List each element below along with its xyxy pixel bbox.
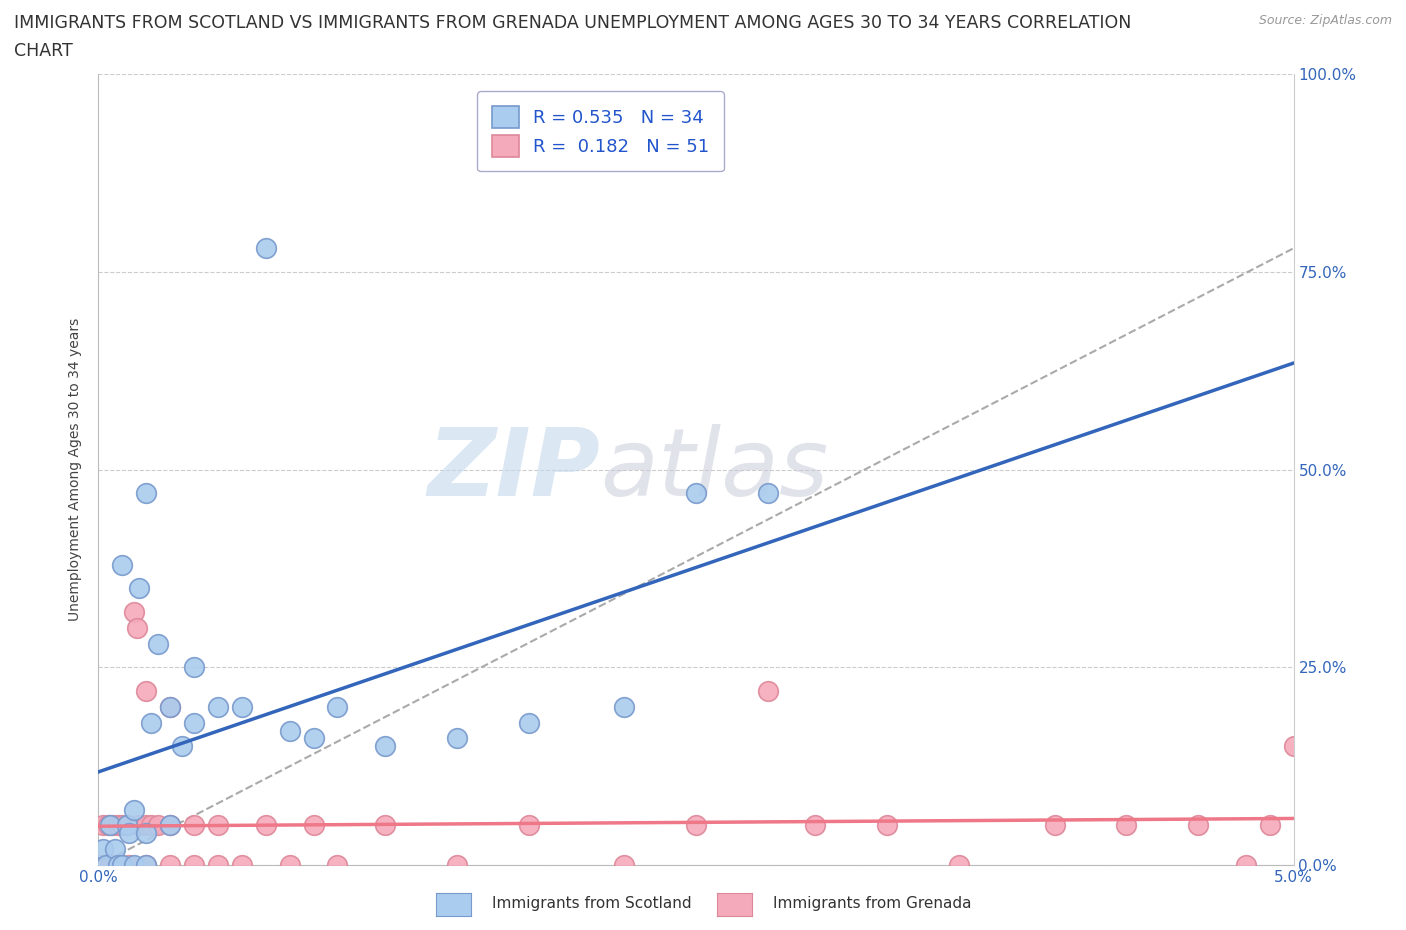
Point: [1187, 818, 1209, 833]
Text: ZIP: ZIP: [427, 424, 600, 515]
Point: [128, 818, 150, 833]
Point: [278, 724, 301, 738]
Point: [613, 699, 636, 714]
Point: [108, 857, 131, 872]
Point: [111, 818, 134, 833]
Point: [159, 857, 181, 872]
Point: [91, 842, 114, 857]
Point: [231, 857, 253, 872]
Point: [302, 818, 325, 833]
Point: [94, 857, 117, 872]
Point: [172, 738, 194, 753]
Point: [104, 857, 127, 872]
Point: [124, 604, 146, 619]
Point: [876, 818, 898, 833]
Point: [104, 842, 127, 857]
Point: [685, 485, 707, 500]
Point: [517, 818, 540, 833]
Legend: R = 0.535   N = 34, R =  0.182   N = 51: R = 0.535 N = 34, R = 0.182 N = 51: [477, 91, 724, 171]
Point: [374, 738, 396, 753]
Point: [128, 580, 150, 596]
Point: [1234, 857, 1257, 872]
Point: [107, 857, 129, 872]
Point: [948, 857, 970, 872]
Point: [98, 818, 122, 833]
Point: [159, 818, 181, 833]
Point: [139, 818, 162, 833]
Point: [159, 699, 181, 714]
Point: [446, 731, 468, 746]
Point: [90, 857, 112, 872]
Point: [124, 802, 146, 817]
Point: [111, 857, 134, 872]
Point: [183, 857, 205, 872]
Point: [94, 857, 117, 872]
Point: [183, 818, 205, 833]
Point: [135, 826, 157, 841]
Point: [804, 818, 827, 833]
Point: [118, 857, 141, 872]
Text: atlas: atlas: [600, 424, 828, 515]
Point: [207, 818, 229, 833]
Point: [159, 699, 181, 714]
Point: [94, 857, 117, 872]
Point: [207, 699, 229, 714]
Point: [517, 715, 540, 730]
Text: Immigrants from Grenada: Immigrants from Grenada: [773, 897, 972, 911]
Text: CHART: CHART: [14, 42, 73, 60]
Point: [254, 241, 277, 256]
Point: [91, 818, 114, 833]
Point: [613, 857, 636, 872]
Point: [135, 485, 157, 500]
Point: [118, 826, 141, 841]
Point: [135, 857, 157, 872]
Point: [1043, 818, 1066, 833]
Point: [135, 818, 157, 833]
Point: [1258, 818, 1281, 833]
Point: [111, 857, 134, 872]
Point: [148, 818, 170, 833]
Point: [115, 818, 138, 833]
Point: [756, 485, 779, 500]
Text: Source: ZipAtlas.com: Source: ZipAtlas.com: [1258, 14, 1392, 27]
Point: [231, 699, 253, 714]
Point: [115, 818, 138, 833]
Point: [756, 684, 779, 698]
Point: [107, 818, 129, 833]
Point: [374, 818, 396, 833]
Point: [685, 818, 707, 833]
Point: [124, 857, 146, 872]
Point: [446, 857, 468, 872]
Point: [1115, 818, 1137, 833]
Y-axis label: Unemployment Among Ages 30 to 34 years: Unemployment Among Ages 30 to 34 years: [69, 318, 83, 621]
Point: [135, 684, 157, 698]
Point: [98, 857, 122, 872]
Point: [148, 636, 170, 651]
Point: [278, 857, 301, 872]
Point: [111, 557, 134, 572]
Point: [207, 857, 229, 872]
Point: [254, 818, 277, 833]
Text: Immigrants from Scotland: Immigrants from Scotland: [492, 897, 692, 911]
Point: [183, 715, 205, 730]
Point: [326, 699, 349, 714]
Point: [97, 818, 120, 833]
Point: [135, 857, 157, 872]
Point: [183, 660, 205, 675]
Point: [159, 818, 181, 833]
Point: [139, 715, 162, 730]
Point: [125, 620, 148, 635]
Point: [90, 857, 112, 872]
Point: [326, 857, 349, 872]
Point: [101, 818, 124, 833]
Point: [98, 857, 122, 872]
Text: IMMIGRANTS FROM SCOTLAND VS IMMIGRANTS FROM GRENADA UNEMPLOYMENT AMONG AGES 30 T: IMMIGRANTS FROM SCOTLAND VS IMMIGRANTS F…: [14, 14, 1132, 32]
Point: [302, 731, 325, 746]
Point: [1282, 738, 1305, 753]
